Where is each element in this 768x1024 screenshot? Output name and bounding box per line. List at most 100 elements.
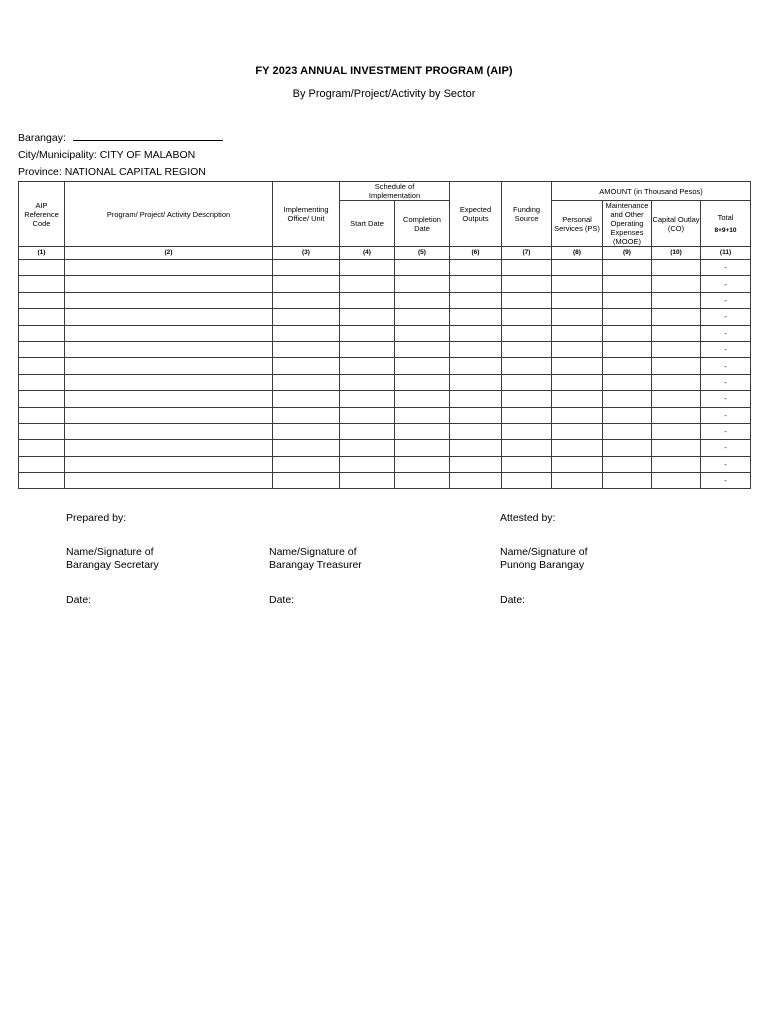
cell-description[interactable]	[64, 324, 273, 342]
cell-description[interactable]	[64, 422, 273, 441]
cell-mooe[interactable]	[602, 291, 652, 310]
cell-ps[interactable]	[551, 291, 603, 310]
cell-mooe[interactable]	[602, 390, 652, 408]
cell-funding-source[interactable]	[501, 390, 552, 408]
cell-total[interactable]: -	[699, 455, 752, 474]
cell-office[interactable]	[272, 406, 340, 424]
cell-total[interactable]: -	[699, 357, 752, 375]
cell-total[interactable]: -	[699, 406, 752, 424]
cell-office[interactable]	[272, 357, 340, 375]
cell-office[interactable]	[272, 275, 340, 293]
cell-total[interactable]: -	[699, 340, 752, 359]
cell-start-date[interactable]	[339, 472, 395, 490]
cell-expected-outputs[interactable]	[449, 324, 502, 342]
cell-expected-outputs[interactable]	[449, 472, 502, 490]
cell-co[interactable]	[651, 406, 701, 424]
cell-office[interactable]	[272, 291, 340, 310]
cell-funding-source[interactable]	[501, 472, 552, 490]
cell-start-date[interactable]	[339, 291, 395, 310]
cell-start-date[interactable]	[339, 373, 395, 392]
cell-aip-code[interactable]	[18, 324, 65, 342]
cell-description[interactable]	[64, 357, 273, 375]
cell-funding-source[interactable]	[501, 373, 552, 392]
cell-funding-source[interactable]	[501, 275, 552, 293]
cell-completion-date[interactable]	[394, 472, 450, 490]
cell-mooe[interactable]	[602, 340, 652, 359]
cell-aip-code[interactable]	[18, 275, 65, 293]
cell-expected-outputs[interactable]	[449, 291, 502, 310]
cell-completion-date[interactable]	[394, 390, 450, 408]
cell-office[interactable]	[272, 439, 340, 457]
cell-co[interactable]	[651, 472, 701, 490]
cell-completion-date[interactable]	[394, 275, 450, 293]
cell-completion-date[interactable]	[394, 291, 450, 310]
cell-mooe[interactable]	[602, 472, 652, 490]
cell-mooe[interactable]	[602, 373, 652, 392]
cell-co[interactable]	[651, 357, 701, 375]
cell-aip-code[interactable]	[18, 357, 65, 375]
cell-office[interactable]	[272, 422, 340, 441]
cell-mooe[interactable]	[602, 406, 652, 424]
cell-completion-date[interactable]	[394, 422, 450, 441]
cell-expected-outputs[interactable]	[449, 340, 502, 359]
cell-aip-code[interactable]	[18, 422, 65, 441]
cell-mooe[interactable]	[602, 258, 652, 277]
cell-completion-date[interactable]	[394, 258, 450, 277]
cell-total[interactable]: -	[699, 258, 752, 277]
cell-aip-code[interactable]	[18, 308, 65, 326]
cell-completion-date[interactable]	[394, 406, 450, 424]
cell-funding-source[interactable]	[501, 340, 552, 359]
cell-start-date[interactable]	[339, 324, 395, 342]
cell-mooe[interactable]	[602, 275, 652, 293]
cell-expected-outputs[interactable]	[449, 390, 502, 408]
signature-date-secretary[interactable]: Date:	[66, 594, 92, 606]
cell-completion-date[interactable]	[394, 357, 450, 375]
cell-description[interactable]	[64, 455, 273, 474]
cell-description[interactable]	[64, 373, 273, 392]
cell-start-date[interactable]	[339, 422, 395, 441]
cell-total[interactable]: -	[699, 291, 752, 310]
cell-office[interactable]	[272, 472, 340, 490]
cell-ps[interactable]	[551, 472, 603, 490]
cell-total[interactable]: -	[699, 308, 752, 326]
cell-co[interactable]	[651, 258, 701, 277]
cell-description[interactable]	[64, 258, 273, 277]
cell-completion-date[interactable]	[394, 340, 450, 359]
cell-total[interactable]: -	[699, 390, 752, 408]
cell-co[interactable]	[651, 324, 701, 342]
cell-co[interactable]	[651, 422, 701, 441]
cell-start-date[interactable]	[339, 455, 395, 474]
cell-start-date[interactable]	[339, 390, 395, 408]
cell-expected-outputs[interactable]	[449, 373, 502, 392]
cell-expected-outputs[interactable]	[449, 275, 502, 293]
cell-description[interactable]	[64, 390, 273, 408]
cell-co[interactable]	[651, 308, 701, 326]
signature-date-treasurer[interactable]: Date:	[269, 594, 295, 606]
cell-office[interactable]	[272, 340, 340, 359]
cell-expected-outputs[interactable]	[449, 455, 502, 474]
cell-expected-outputs[interactable]	[449, 308, 502, 326]
cell-aip-code[interactable]	[18, 373, 65, 392]
signature-date-punong-barangay[interactable]: Date:	[500, 594, 526, 606]
cell-completion-date[interactable]	[394, 373, 450, 392]
cell-start-date[interactable]	[339, 258, 395, 277]
cell-co[interactable]	[651, 275, 701, 293]
cell-mooe[interactable]	[602, 455, 652, 474]
cell-aip-code[interactable]	[18, 291, 65, 310]
cell-total[interactable]: -	[699, 275, 752, 293]
cell-expected-outputs[interactable]	[449, 357, 502, 375]
cell-office[interactable]	[272, 324, 340, 342]
cell-funding-source[interactable]	[501, 308, 552, 326]
cell-funding-source[interactable]	[501, 406, 552, 424]
cell-mooe[interactable]	[602, 357, 652, 375]
cell-description[interactable]	[64, 472, 273, 490]
cell-ps[interactable]	[551, 258, 603, 277]
cell-completion-date[interactable]	[394, 439, 450, 457]
cell-ps[interactable]	[551, 324, 603, 342]
cell-total[interactable]: -	[699, 439, 752, 457]
cell-funding-source[interactable]	[501, 324, 552, 342]
cell-expected-outputs[interactable]	[449, 439, 502, 457]
cell-start-date[interactable]	[339, 308, 395, 326]
cell-start-date[interactable]	[339, 357, 395, 375]
cell-description[interactable]	[64, 308, 273, 326]
